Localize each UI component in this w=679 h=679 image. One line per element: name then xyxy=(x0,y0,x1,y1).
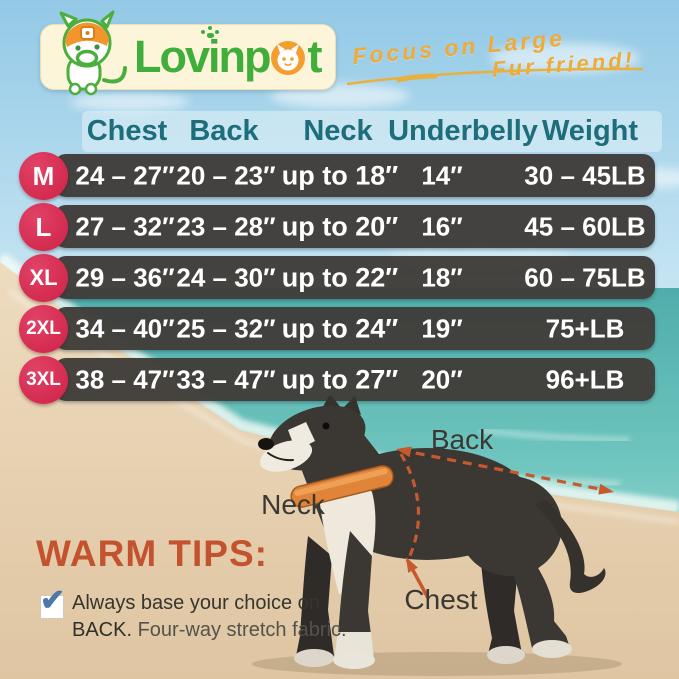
underbelly-value: 19″ xyxy=(421,313,463,343)
chest-value: 38 – 47″ xyxy=(75,364,175,394)
row-bar: 27 – 32″ 23 – 28″ up to 20″ 16″ 45 – 60L… xyxy=(54,205,655,248)
cat-face-icon xyxy=(270,37,306,85)
column-header-neck: Neck xyxy=(303,115,373,147)
warm-tips-title: WARM TIPS: xyxy=(36,533,268,574)
column-header-back: Back xyxy=(189,115,259,147)
back-value: 20 – 23″ xyxy=(176,160,276,190)
arrowheads xyxy=(396,446,614,573)
underbelly-value: 20″ xyxy=(421,364,463,394)
row-bar: 38 – 47″ 33 – 47″ up to 27″ 20″ 96+LB xyxy=(54,358,655,401)
weight-value: 45 – 60LB xyxy=(524,211,646,241)
paw-print-icon xyxy=(201,26,223,38)
mascot-cat-icon xyxy=(59,10,127,96)
table-row: 24 – 27″ 20 – 23″ up to 18″ 14″ 30 – 45L… xyxy=(0,152,679,200)
dog-measurement-illustration xyxy=(252,396,622,676)
chest-value: 27 – 32″ xyxy=(75,211,175,241)
neck-value: up to 20″ xyxy=(281,211,399,241)
column-header-weight: Weight xyxy=(541,115,639,147)
back-measure-label: Back xyxy=(430,424,494,455)
back-value: 33 – 47″ xyxy=(176,364,276,394)
underbelly-value: 16″ xyxy=(421,211,463,241)
neck-value: up to 22″ xyxy=(281,262,399,292)
weight-value: 75+LB xyxy=(545,313,625,343)
table-row: 34 – 40″ 25 – 32″ up to 24″ 19″ 75+LB 2X… xyxy=(0,305,679,353)
table-row: 38 – 47″ 33 – 47″ up to 27″ 20″ 96+LB 3X… xyxy=(0,356,679,404)
size-badge: L xyxy=(19,203,68,251)
dog-collar xyxy=(290,465,394,508)
weight-value: 30 – 45LB xyxy=(524,160,646,190)
size-badge: XL xyxy=(19,254,68,302)
table-row: 27 – 32″ 23 – 28″ up to 20″ 16″ 45 – 60L… xyxy=(0,203,679,251)
column-header-underbelly: Underbelly xyxy=(388,115,538,147)
chest-value: 24 – 27″ xyxy=(75,160,175,190)
dog-tail xyxy=(534,500,606,594)
tips-text-line1: Always base your choice on xyxy=(72,592,320,614)
checkbox xyxy=(40,595,64,619)
size-badge: 3XL xyxy=(19,356,68,404)
chest-value: 29 – 36″ xyxy=(75,262,175,292)
back-value: 24 – 30″ xyxy=(176,262,276,292)
underbelly-value: 18″ xyxy=(421,262,463,292)
weight-value: 96+LB xyxy=(545,364,625,394)
chest-value: 34 – 40″ xyxy=(75,313,175,343)
tips-text-back: BACK. xyxy=(72,619,133,641)
back-value: 23 – 28″ xyxy=(176,211,276,241)
tips-text-line2: BACK. Four-way stretch fabric. xyxy=(72,619,347,642)
row-bar: 34 – 40″ 25 – 32″ up to 24″ 19″ 75+LB xyxy=(54,307,655,350)
back-value: 25 – 32″ xyxy=(176,313,276,343)
underbelly-value: 14″ xyxy=(421,160,463,190)
checkmark-icon: ✔ xyxy=(40,584,66,617)
table-header-band xyxy=(82,111,662,152)
brand-name: Lovinp t xyxy=(134,31,322,85)
tips-text-rest: Four-way stretch fabric. xyxy=(132,619,347,641)
brand-text-prefix: Lovinp xyxy=(134,31,271,82)
neck-value: up to 27″ xyxy=(281,364,399,394)
tagline-underline xyxy=(346,67,644,86)
brand-text-suffix: t xyxy=(307,31,322,82)
row-bar: 24 – 27″ 20 – 23″ up to 18″ 14″ 30 – 45L… xyxy=(54,154,655,197)
neck-value: up to 24″ xyxy=(281,313,399,343)
column-header-chest: Chest xyxy=(86,115,168,147)
chest-measure-label: Chest xyxy=(404,584,478,615)
row-bar: 29 – 36″ 24 – 30″ up to 22″ 18″ 60 – 75L… xyxy=(54,256,655,299)
neck-measure-label: Neck xyxy=(261,489,325,520)
size-badge: 2XL xyxy=(19,305,68,353)
size-badge: M xyxy=(19,152,68,200)
table-row: 29 – 36″ 24 – 30″ up to 22″ 18″ 60 – 75L… xyxy=(0,254,679,302)
neck-value: up to 18″ xyxy=(281,160,399,190)
weight-value: 60 – 75LB xyxy=(524,262,646,292)
